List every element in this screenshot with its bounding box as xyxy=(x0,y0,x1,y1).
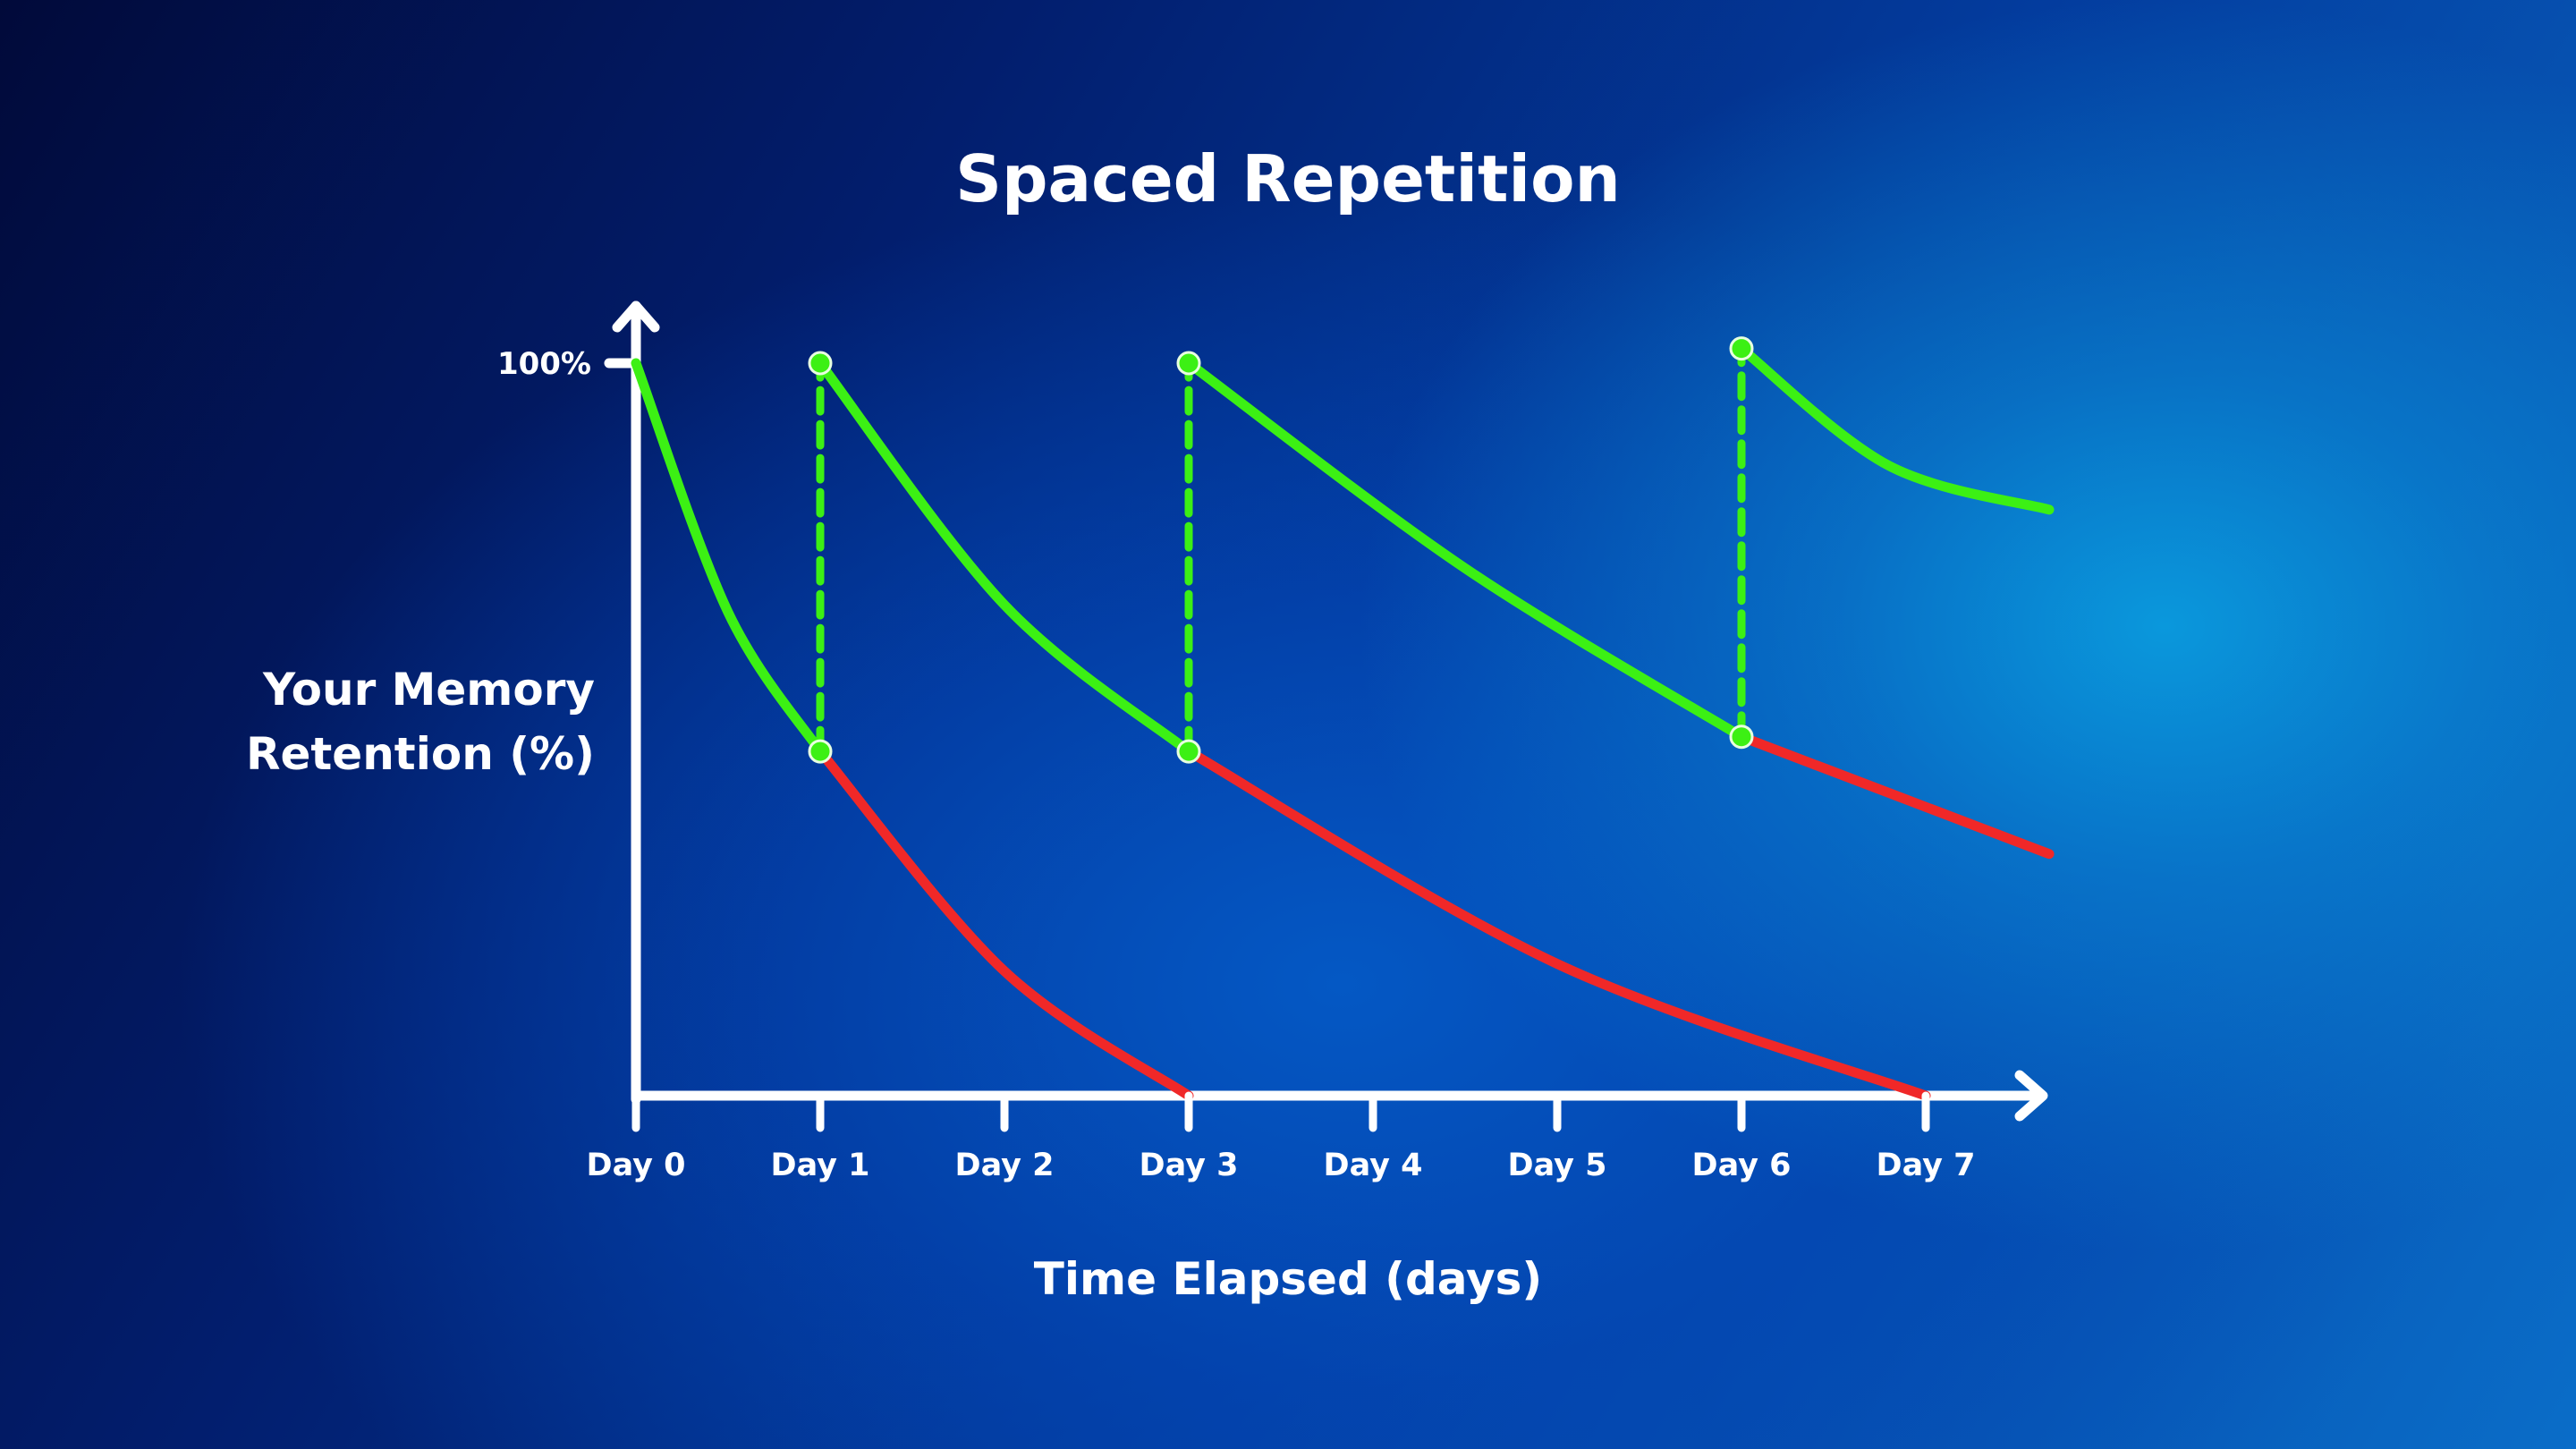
x-axis-arrow-icon xyxy=(2014,1070,2048,1122)
review-point-after xyxy=(1176,351,1201,376)
learning-curve-4 xyxy=(1736,343,2055,515)
x-tick-label: Day 5 xyxy=(1508,1148,1607,1183)
learning-curve-1 xyxy=(631,358,826,757)
y-axis-label-line-2: Retention (%) xyxy=(246,728,595,780)
x-axis-label: Time Elapsed (days) xyxy=(1034,1253,1542,1305)
learning-curve-3 xyxy=(1183,358,1747,742)
x-tick-label: Day 1 xyxy=(771,1148,870,1183)
y-axis-label-line-1: Your Memory xyxy=(262,664,595,716)
chart-title: Spaced Repetition xyxy=(955,141,1621,216)
y-tick-label-100: 100% xyxy=(497,346,591,382)
forgetting-curve-1 xyxy=(815,746,1194,1101)
x-tick-label: Day 4 xyxy=(1324,1148,1423,1183)
review-point-after xyxy=(808,351,833,376)
review-point-before xyxy=(808,739,833,764)
x-tick-label: Day 6 xyxy=(1692,1148,1792,1183)
review-point-before xyxy=(1729,724,1754,750)
review-point-before xyxy=(1176,739,1201,764)
x-tick-label: Day 2 xyxy=(955,1148,1055,1183)
forgetting-curve-3 xyxy=(1736,732,2055,860)
x-tick-label: Day 0 xyxy=(587,1148,686,1183)
y-axis-arrow-icon xyxy=(612,301,660,333)
forgetting-curve-2 xyxy=(1183,746,1931,1101)
x-tick-label: Day 7 xyxy=(1877,1148,1976,1183)
learning-curve-2 xyxy=(815,358,1194,757)
review-point-after xyxy=(1729,336,1754,361)
x-tick-label: Day 3 xyxy=(1140,1148,1239,1183)
